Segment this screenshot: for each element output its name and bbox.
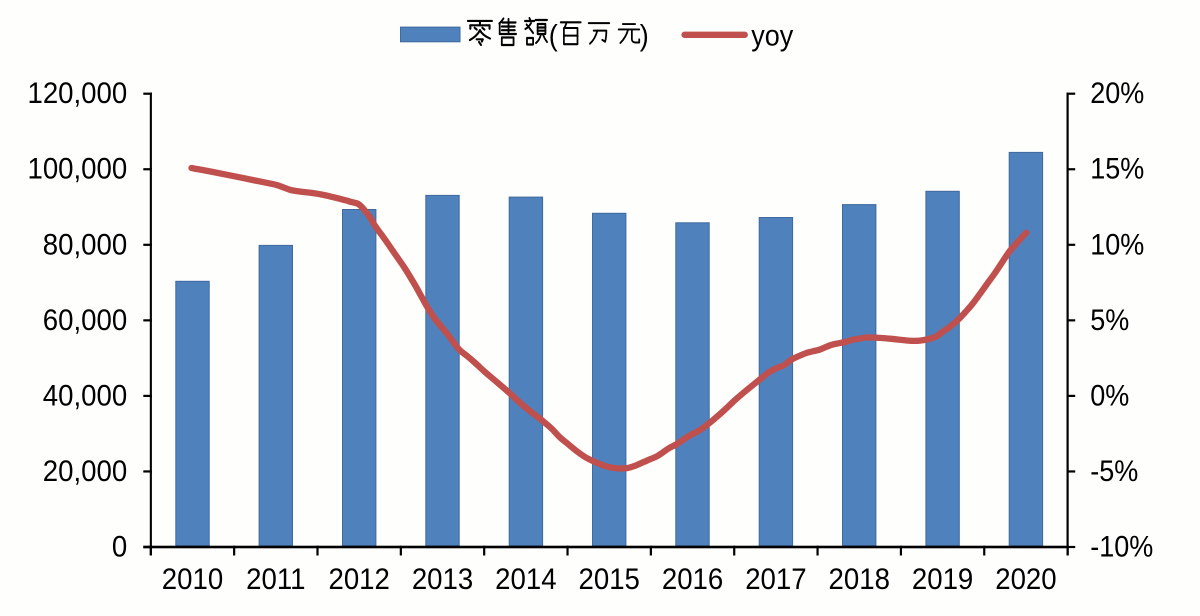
svg-text:20,000: 20,000: [43, 455, 127, 488]
svg-text:2011: 2011: [246, 563, 305, 596]
svg-text:2017: 2017: [745, 563, 806, 596]
svg-text:2012: 2012: [328, 563, 389, 596]
svg-text:120,000: 120,000: [27, 77, 127, 110]
svg-text:60,000: 60,000: [43, 304, 127, 337]
svg-text:0%: 0%: [1090, 379, 1129, 413]
svg-text:-10%: -10%: [1090, 530, 1153, 564]
svg-text:80,000: 80,000: [43, 228, 127, 261]
svg-text:yoy: yoy: [751, 19, 794, 53]
svg-text:2016: 2016: [662, 563, 723, 596]
svg-text:2013: 2013: [412, 563, 473, 596]
svg-text:0: 0: [112, 530, 127, 563]
svg-text:2014: 2014: [495, 563, 556, 596]
svg-text:): ): [640, 19, 649, 53]
svg-text:100,000: 100,000: [27, 153, 127, 186]
svg-text:20%: 20%: [1090, 77, 1144, 111]
svg-text:(: (: [549, 19, 558, 53]
svg-text:2018: 2018: [829, 563, 890, 596]
svg-text:15%: 15%: [1090, 152, 1144, 186]
svg-text:2020: 2020: [995, 563, 1056, 596]
svg-text:-5%: -5%: [1090, 455, 1138, 489]
svg-text:10%: 10%: [1090, 228, 1144, 262]
svg-text:40,000: 40,000: [43, 379, 127, 412]
svg-text:5%: 5%: [1090, 304, 1129, 338]
svg-text:2010: 2010: [162, 563, 223, 596]
svg-text:2019: 2019: [912, 563, 973, 596]
svg-text:2015: 2015: [579, 563, 640, 596]
